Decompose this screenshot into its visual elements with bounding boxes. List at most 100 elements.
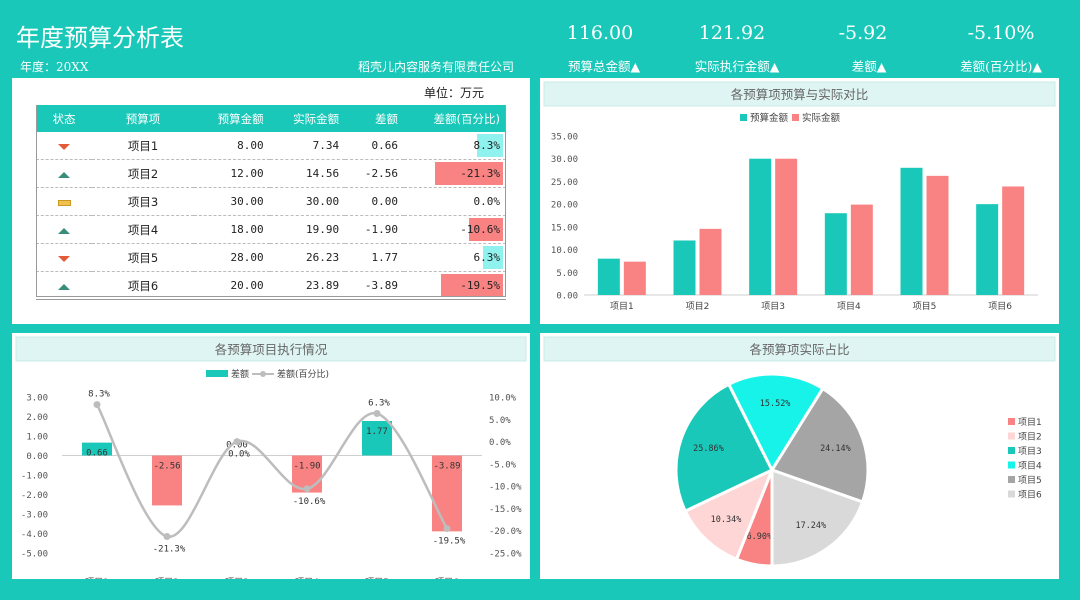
legend-label: 项目5 xyxy=(1018,475,1042,486)
legend-swatch-budget xyxy=(740,114,747,121)
bar-data-label: 1.77 xyxy=(366,427,388,437)
y-tick-label: 5.00 xyxy=(556,269,578,279)
kpi-budget-total-value: 116.00 xyxy=(566,22,634,44)
y-left-tick-label: -2.00 xyxy=(21,491,48,501)
diff-pct-text: -21.3% xyxy=(460,167,500,180)
y-right-tick-label: -5.0% xyxy=(489,460,517,470)
line-data-label: 8.3% xyxy=(88,390,110,400)
y-left-tick-label: 2.00 xyxy=(26,413,48,423)
legend-label: 项目3 xyxy=(1018,446,1042,457)
legend-label-diff: 差额 xyxy=(231,368,249,380)
table-row: 项目4 18.00 19.90 -1.90 -10.6% xyxy=(36,215,506,244)
legend-swatch-项目1 xyxy=(1008,418,1015,425)
actual-cell: 23.89 xyxy=(269,271,346,300)
diff-pct-point xyxy=(443,524,451,532)
unit-label: 单位：万元 xyxy=(423,86,484,100)
triangle-up-icon xyxy=(58,227,70,234)
kpi-diff-value: -5.92 xyxy=(838,22,888,44)
x-tick-label: 项目5 xyxy=(365,577,389,579)
pie-slice-项目3 xyxy=(674,382,775,514)
budget-table: 状态 预算项 预算金额 实际金额 差额 差额(百分比) 项目1 8.00 7.34 0… xyxy=(36,105,506,300)
legend-label: 项目6 xyxy=(1018,490,1042,501)
bar-data-label: -1.90 xyxy=(293,462,320,472)
budget-cell: 20.00 xyxy=(194,271,270,300)
header-diff: 差额 xyxy=(345,105,404,132)
bar-actual xyxy=(926,175,949,295)
triangle-down-icon xyxy=(58,143,70,150)
actual-cell: 19.90 xyxy=(269,215,346,244)
legend-label: 项目4 xyxy=(1018,461,1042,472)
actual-cell: 26.23 xyxy=(269,243,346,272)
legend-swatch-项目3 xyxy=(1008,447,1015,454)
diff-pct-point xyxy=(93,401,101,409)
pie-data-label: 25.86% xyxy=(693,444,724,454)
budget-vs-actual-chart-panel: 各预算项预算与实际对比 预算金额 实际金额 0.00 5.00 10.00 15.00 20.… xyxy=(540,78,1059,324)
kpi-diff-label: 差额▲ xyxy=(851,59,887,74)
legend-label: 项目2 xyxy=(1018,432,1042,443)
actual-share-chart-panel: 各预算项实际占比 6.90% 10.34% 25.86% 15.52% 24.14% 17.… xyxy=(540,333,1059,579)
bar-budget xyxy=(597,258,620,295)
diff-cell: -3.89 xyxy=(345,271,404,300)
pie-data-label: 24.14% xyxy=(820,444,851,454)
flat-dash-icon xyxy=(57,199,71,206)
budget-cell: 28.00 xyxy=(194,243,270,272)
bar-data-label: 0.66 xyxy=(86,449,108,459)
y-left-tick-label: 0.00 xyxy=(26,452,48,462)
y-left-tick-label: -1.00 xyxy=(21,472,48,482)
bar-budget xyxy=(673,240,696,295)
status-cell xyxy=(36,132,92,160)
y-tick-label: 35.00 xyxy=(551,133,578,143)
diff-pct-text: 6.3% xyxy=(473,251,501,264)
y-tick-label: 25.00 xyxy=(551,178,578,188)
diff-pct-cell: 8.3% xyxy=(404,132,506,160)
diff-pct-cell: -19.5% xyxy=(404,271,506,300)
kpi-diff-pct-label: 差额(百分比)▲ xyxy=(960,59,1042,74)
pie-data-label: 17.24% xyxy=(795,521,826,531)
bar-chart-title: 各预算项预算与实际对比 xyxy=(731,87,869,102)
diff-pct-line xyxy=(95,403,449,538)
y-left-tick-label: -4.00 xyxy=(21,530,48,540)
x-tick-label: 项目1 xyxy=(610,301,634,312)
x-tick-label: 项目2 xyxy=(686,301,710,312)
actual-share-pie-chart: 各预算项实际占比 6.90% 10.34% 25.86% 15.52% 24.14% 17.… xyxy=(543,336,1056,568)
budget-cell: 18.00 xyxy=(194,215,270,244)
pie-slice-项目5 xyxy=(769,386,870,504)
legend-swatch-项目6 xyxy=(1008,490,1015,498)
diff-pct-databar xyxy=(435,162,503,185)
kpi-actual-total-value: 121.92 xyxy=(698,22,766,44)
actual-cell: 7.34 xyxy=(269,132,346,160)
x-tick-label: 项目5 xyxy=(913,301,937,312)
line-data-label: -19.5% xyxy=(433,536,466,546)
diff-pct-text: 0.0% xyxy=(473,195,501,208)
combo-chart-title: 各预算项目执行情况 xyxy=(215,342,328,357)
legend-marker-diff-pct xyxy=(260,371,266,377)
triangle-up-icon xyxy=(58,171,70,178)
y-tick-label: 20.00 xyxy=(551,201,578,211)
item-name-cell: 项目3 xyxy=(92,187,194,216)
company-name: 稻壳儿内容服务有限责任公司 xyxy=(358,60,515,74)
bar-diff xyxy=(152,455,182,506)
pie-data-label: 6.90% xyxy=(747,532,773,542)
y-tick-label: 10.00 xyxy=(551,246,578,256)
legend-swatch-项目4 xyxy=(1008,461,1015,469)
x-tick-label: 项目4 xyxy=(837,301,861,312)
page-title: 年度预算分析表 xyxy=(16,24,184,52)
line-data-label: 0.0% xyxy=(228,450,250,460)
diff-pct-point xyxy=(303,485,311,493)
header-status: 状态 xyxy=(36,105,92,132)
bar-budget xyxy=(824,213,847,295)
diff-pct-point xyxy=(163,533,171,541)
status-cell xyxy=(36,271,92,300)
x-tick-label: 项目1 xyxy=(85,577,109,579)
y-left-tick-label: -5.00 xyxy=(21,550,48,560)
diff-pct-databar xyxy=(482,246,503,269)
item-name-cell: 项目6 xyxy=(92,271,194,300)
header-diff-pct: 差额(百分比) xyxy=(404,105,506,132)
y-left-tick-label: 1.00 xyxy=(26,433,48,443)
line-data-label: 6.3% xyxy=(368,398,390,408)
y-right-tick-label: -15.0% xyxy=(489,505,522,515)
x-tick-label: 项目6 xyxy=(435,577,459,579)
diff-pct-point xyxy=(373,409,381,417)
diff-pct-text: -19.5% xyxy=(460,279,500,292)
